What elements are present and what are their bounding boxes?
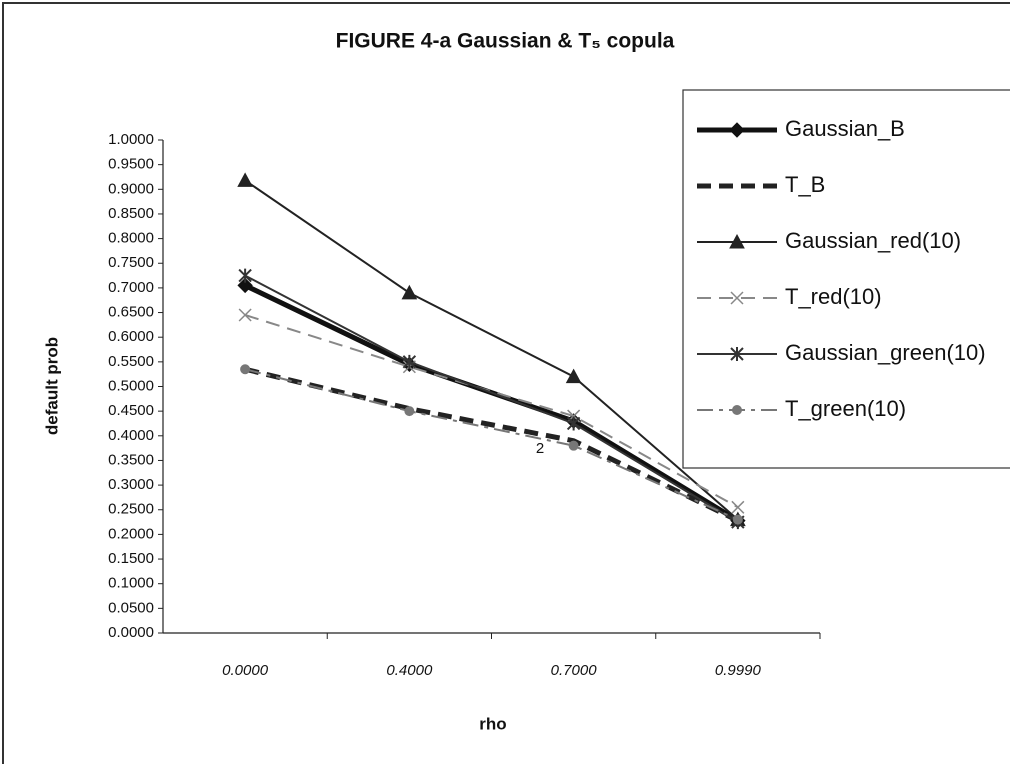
y-tick-label: 0.1500 — [108, 550, 154, 567]
legend-label: T_green(10) — [785, 396, 906, 421]
series — [238, 268, 745, 530]
y-tick-label: 0.5000 — [108, 377, 154, 394]
marker — [238, 308, 252, 322]
y-tick-label: 0.2500 — [108, 501, 154, 518]
y-tick-label: 0.6000 — [108, 328, 154, 345]
marker — [729, 122, 745, 138]
y-tick-label: 0.9500 — [108, 156, 154, 173]
y-tick-label: 0.0000 — [108, 624, 154, 641]
series-line — [244, 274, 739, 523]
marker — [565, 368, 582, 384]
y-tick-label: 0.7500 — [108, 254, 154, 271]
marker — [729, 233, 745, 249]
series — [237, 172, 746, 527]
series-line — [244, 179, 739, 521]
legend-label: Gaussian_red(10) — [785, 228, 961, 253]
x-tick-label: 0.7000 — [551, 662, 598, 679]
marker — [566, 416, 581, 431]
annotation: 2 — [536, 440, 544, 457]
legend-item: Gaussian_red(10) — [697, 228, 961, 253]
y-tick-label: 0.6500 — [108, 304, 154, 321]
y-tick-label: 0.9000 — [108, 180, 154, 197]
series-line — [244, 366, 739, 523]
legend-item: T_green(10) — [697, 396, 906, 421]
series — [240, 364, 743, 525]
series-line — [244, 368, 739, 521]
series-line — [244, 283, 740, 523]
marker — [237, 277, 253, 294]
marker — [568, 440, 579, 451]
y-tick-label: 0.4000 — [108, 427, 154, 444]
marker — [404, 406, 415, 417]
marker — [730, 291, 744, 305]
series — [244, 366, 739, 523]
y-tick-label: 0.0500 — [108, 599, 154, 616]
legend-label: Gaussian_B — [785, 116, 905, 141]
marker — [402, 354, 417, 369]
series — [237, 277, 746, 529]
marker — [238, 268, 252, 283]
chart-title: FIGURE 4-a Gaussian & T₅ copula — [336, 30, 675, 53]
legend-item: Gaussian_B — [697, 116, 905, 141]
legend-label: T_red(10) — [785, 284, 882, 309]
x-axis-label: rho — [479, 714, 506, 733]
y-tick-label: 0.2000 — [108, 525, 154, 542]
legend-item: T_B — [697, 172, 825, 197]
legend-item: Gaussian_green(10) — [697, 340, 986, 365]
legend-item: T_red(10) — [697, 284, 882, 309]
y-tick-label: 0.7000 — [108, 279, 154, 296]
series — [238, 308, 745, 514]
marker — [240, 364, 251, 375]
x-tick-label: 0.9990 — [715, 662, 762, 679]
x-tick-label: 0.4000 — [386, 662, 433, 679]
legend-label: Gaussian_green(10) — [785, 340, 986, 365]
y-axis-label: default prob — [42, 337, 61, 435]
y-tick-label: 0.3000 — [108, 476, 154, 493]
marker — [401, 284, 418, 300]
marker — [731, 500, 745, 514]
legend-label: T_B — [785, 172, 825, 197]
y-tick-label: 1.0000 — [108, 131, 154, 148]
y-tick-label: 0.3500 — [108, 451, 154, 468]
marker — [732, 405, 742, 415]
marker — [730, 347, 744, 361]
marker — [732, 514, 743, 525]
x-tick-label: 0.0000 — [222, 662, 269, 679]
marker — [237, 172, 253, 187]
y-tick-label: 0.5500 — [108, 353, 154, 370]
y-tick-label: 0.8500 — [108, 205, 154, 222]
y-tick-label: 0.4500 — [108, 402, 154, 419]
legend-box — [682, 89, 1010, 469]
y-tick-label: 0.1000 — [108, 575, 154, 592]
y-tick-label: 0.8000 — [108, 230, 154, 247]
